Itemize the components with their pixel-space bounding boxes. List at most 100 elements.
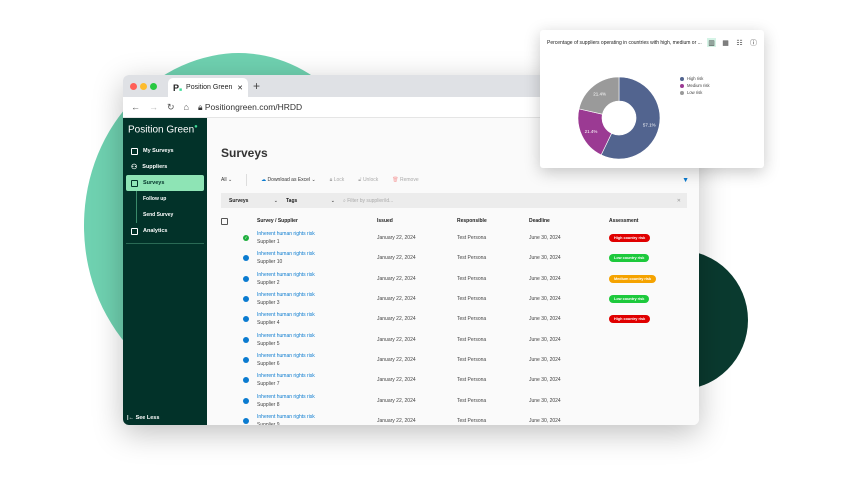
browser-tab[interactable]: P■ Position Green ✕: [168, 78, 248, 97]
new-tab-button[interactable]: +: [253, 79, 261, 93]
table-row[interactable]: Inherent human rights risk Supplier 2 Jan…: [221, 269, 687, 289]
sidebar-item-send-survey[interactable]: Send Survey: [136, 207, 207, 224]
issued-date: January 22, 2024: [377, 275, 416, 282]
surveys-filter-label: Surveys: [229, 197, 249, 204]
sidebar-item-suppliers[interactable]: ⚇ Suppliers: [126, 159, 204, 175]
pie-slice-high-risk[interactable]: [600, 76, 661, 160]
supplier-name: Supplier 3: [257, 300, 280, 307]
survey-link[interactable]: Inherent human rights risk: [257, 312, 315, 319]
clear-icon[interactable]: ✕: [676, 197, 681, 204]
column-header-responsible[interactable]: Responsible: [457, 218, 487, 224]
status-cell: ✓: [235, 235, 257, 242]
select-all-checkbox[interactable]: [221, 217, 228, 225]
column-header-survey[interactable]: Survey / Supplier: [257, 218, 298, 224]
survey-cell: Inherent human rights risk Supplier 10: [257, 251, 377, 265]
status-cell: [235, 316, 257, 323]
remove-button[interactable]: 🗑︎ Remove: [392, 177, 418, 183]
pie-slice-low-risk[interactable]: [578, 76, 620, 115]
tags-filter-dropdown[interactable]: Tags ⌄: [286, 198, 343, 204]
clock-icon: [243, 296, 249, 303]
chevron-down-icon: ⌄: [227, 177, 233, 183]
search-input[interactable]: ⌕ Filter by supplier/id...: [343, 198, 677, 204]
home-icon[interactable]: ⌂: [183, 102, 189, 112]
survey-link[interactable]: Inherent human rights risk: [257, 231, 315, 238]
survey-cell: Inherent human rights risk Supplier 4: [257, 312, 377, 326]
table-row[interactable]: Inherent human rights risk Supplier 10 Ja…: [221, 248, 687, 268]
supplier-name: Supplier 8: [257, 401, 280, 408]
unlock-button[interactable]: 🔓︎ Unlock: [358, 177, 378, 183]
sidebar-item-my-surveys[interactable]: My Surveys: [126, 143, 204, 159]
legend-label: High risk: [687, 76, 704, 81]
sidebar-item-label: Surveys: [143, 180, 165, 187]
column-header-issued[interactable]: Issued: [377, 218, 393, 224]
back-icon[interactable]: ←: [131, 102, 140, 112]
info-icon[interactable]: ⓘ: [750, 39, 757, 47]
all-dropdown[interactable]: All ⌄: [221, 177, 232, 183]
responsible: Test Persona: [457, 316, 487, 323]
deadline-date: June 30, 2024: [529, 275, 561, 282]
deadline-date: June 30, 2024: [529, 377, 561, 384]
table-view-icon[interactable]: ▦: [722, 39, 729, 47]
table-row[interactable]: Inherent human rights risk Supplier 4 Jan…: [221, 309, 687, 329]
responsible: Test Persona: [457, 417, 487, 424]
sidebar-item-analytics[interactable]: Analytics: [126, 223, 204, 239]
legend-item[interactable]: Low risk: [680, 90, 710, 95]
close-window-button[interactable]: [130, 83, 137, 90]
responsible: Test Persona: [457, 377, 487, 384]
surveys-filter-dropdown[interactable]: Surveys ⌄: [229, 198, 286, 204]
issued-date: January 22, 2024: [377, 356, 416, 363]
survey-link[interactable]: Inherent human rights risk: [257, 292, 315, 299]
clock-icon: [243, 397, 249, 404]
legend-label: Medium risk: [687, 83, 710, 88]
survey-link[interactable]: Inherent human rights risk: [257, 352, 315, 359]
supplier-name: Supplier 4: [257, 320, 280, 327]
lock-label: Lock: [333, 177, 345, 183]
maximize-window-button[interactable]: [150, 83, 157, 90]
column-header-assessment[interactable]: Assessment: [609, 218, 639, 224]
download-excel-button[interactable]: ☁ Download as Excel ⌄: [261, 177, 316, 183]
filter-icon[interactable]: ▼: [682, 176, 689, 184]
survey-link[interactable]: Inherent human rights risk: [257, 413, 315, 420]
table-row[interactable]: ✓ Inherent human rights risk Supplier 1 J…: [221, 228, 687, 248]
survey-link[interactable]: Inherent human rights risk: [257, 251, 315, 258]
column-header-deadline[interactable]: Deadline: [529, 218, 550, 224]
responsible: Test Persona: [457, 336, 487, 343]
legend-item[interactable]: High risk: [680, 76, 710, 81]
sidebar-item-surveys[interactable]: Surveys: [126, 175, 204, 192]
url-field[interactable]: 🔒︎ Positiongreen.com/HRDD: [198, 102, 302, 113]
table-row[interactable]: Inherent human rights risk Supplier 3 Jan…: [221, 289, 687, 309]
table-row[interactable]: Inherent human rights risk Supplier 8 Jan…: [221, 390, 687, 410]
status-cell: [235, 275, 257, 282]
table-row[interactable]: Inherent human rights risk Supplier 7 Jan…: [221, 370, 687, 390]
deadline-date: June 30, 2024: [529, 397, 561, 404]
survey-cell: Inherent human rights risk Supplier 6: [257, 353, 377, 367]
reload-icon[interactable]: ↻: [167, 101, 175, 112]
lock-button[interactable]: 🔒︎ Lock: [330, 177, 345, 183]
minimize-window-button[interactable]: [140, 83, 147, 90]
survey-link[interactable]: Inherent human rights risk: [257, 332, 315, 339]
table-row[interactable]: Inherent human rights risk Supplier 9 Jan…: [221, 411, 687, 425]
sidebar-item-follow-up[interactable]: Follow up: [136, 191, 207, 208]
see-less-button[interactable]: |← See Less: [127, 415, 159, 421]
chart-view-icon[interactable]: ▥: [707, 38, 716, 47]
settings-icon[interactable]: ☷: [736, 39, 743, 47]
assessment-badge: Low country risk: [609, 254, 650, 263]
survey-cell: Inherent human rights risk Supplier 8: [257, 394, 377, 408]
survey-link[interactable]: Inherent human rights risk: [257, 373, 315, 380]
deadline-date: June 30, 2024: [529, 255, 561, 262]
close-tab-icon[interactable]: ✕: [237, 84, 243, 92]
table-row[interactable]: Inherent human rights risk Supplier 6 Jan…: [221, 350, 687, 370]
supplier-name: Supplier 10: [257, 259, 283, 266]
table-row[interactable]: Inherent human rights risk Supplier 5 Jan…: [221, 329, 687, 349]
forward-icon[interactable]: →: [149, 102, 158, 112]
survey-cell: Inherent human rights risk Supplier 3: [257, 292, 377, 306]
survey-link[interactable]: Inherent human rights risk: [257, 393, 315, 400]
issued-date: January 22, 2024: [377, 397, 416, 404]
legend-item[interactable]: Medium risk: [680, 83, 710, 88]
assessment-badge: High country risk: [609, 234, 651, 243]
sidebar-item-label: Send Survey: [143, 212, 174, 219]
survey-link[interactable]: Inherent human rights risk: [257, 271, 315, 278]
filter-bar: Surveys ⌄ Tags ⌄ ⌕ Filter by supplier/id..…: [221, 193, 687, 208]
tags-filter-label: Tags: [286, 197, 298, 204]
status-cell: [235, 336, 257, 343]
